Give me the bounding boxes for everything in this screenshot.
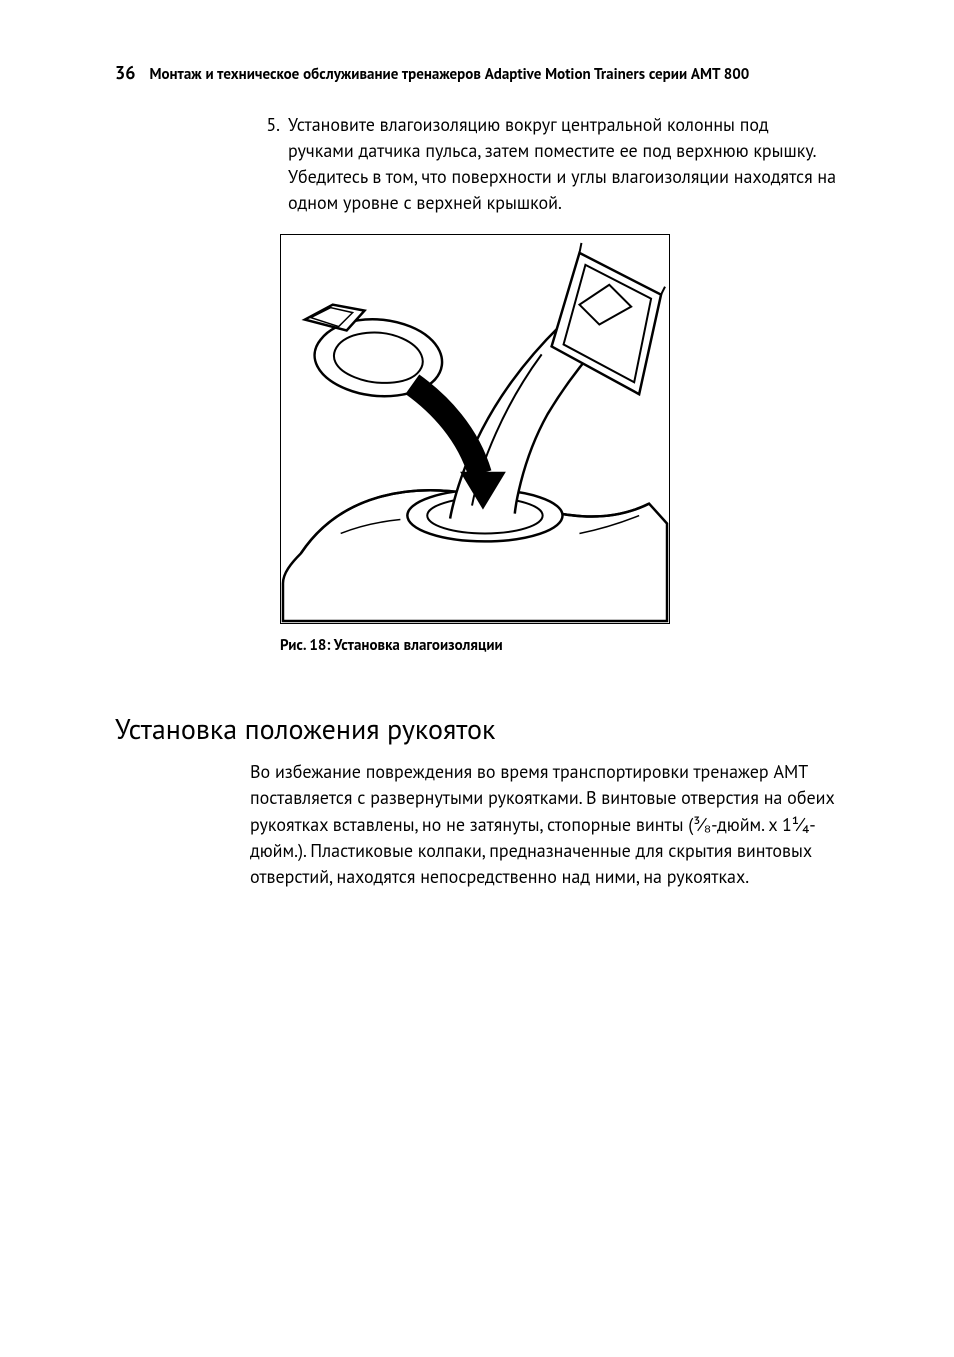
page-number: 36	[115, 62, 135, 84]
running-header: 36 Монтаж и техническое обслуживание тре…	[115, 62, 839, 84]
figure-caption: Рис. 18: Установка влагоизоляции	[280, 636, 839, 655]
step-gutter	[115, 112, 250, 216]
running-title: Монтаж и техническое обслуживание тренаж…	[149, 65, 749, 84]
figure-illustration	[280, 234, 670, 624]
page-content: 5. Установите влагоизоляцию вокруг центр…	[115, 112, 839, 890]
step-number: 5.	[250, 112, 288, 216]
section-body: Во избежание повреждения во время трансп…	[250, 759, 839, 889]
figure-block: Рис. 18: Установка влагоизоляции	[280, 234, 839, 655]
document-page: 36 Монтаж и техническое обслуживание тре…	[0, 0, 954, 1357]
instruction-step: 5. Установите влагоизоляцию вокруг центр…	[115, 112, 839, 216]
step-text: Установите влагоизоляцию вокруг централь…	[288, 112, 839, 216]
section-heading: Установка положения рукояток	[115, 710, 839, 747]
